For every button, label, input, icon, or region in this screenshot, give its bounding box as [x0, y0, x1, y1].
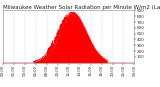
Text: Milwaukee Weather Solar Radiation per Minute W/m2 (Last 24 Hours): Milwaukee Weather Solar Radiation per Mi… — [3, 5, 160, 10]
